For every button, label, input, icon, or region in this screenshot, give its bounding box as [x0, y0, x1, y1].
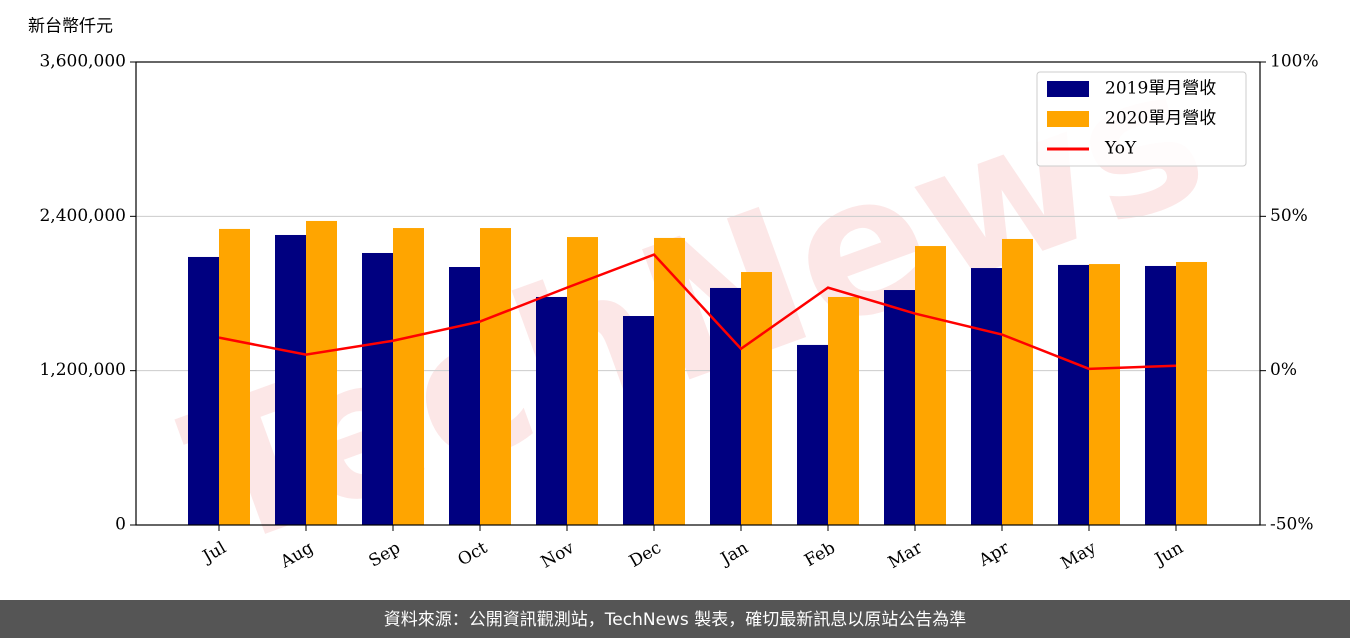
x-tick-label: Feb — [801, 538, 839, 571]
bar — [828, 296, 859, 525]
bar — [971, 268, 1002, 525]
bar — [362, 252, 393, 526]
legend-label: 2019單月營收 — [1105, 79, 1216, 99]
bar — [654, 237, 685, 525]
x-tick-label: Jun — [1150, 538, 1187, 571]
y-tick-label: 1,200,000 — [39, 360, 126, 380]
bar — [449, 267, 480, 525]
x-tick-label: Mar — [885, 537, 927, 573]
bar — [1145, 265, 1176, 525]
legend-box — [1036, 71, 1247, 167]
y-axis-label: 新台幣仟元 — [28, 17, 113, 37]
x-tick-label: Nov — [538, 538, 578, 573]
bar — [797, 344, 828, 525]
bar — [219, 228, 250, 525]
legend-label: 2020單月營收 — [1105, 109, 1216, 129]
footer: 資料來源：公開資訊觀測站，TechNews 製表，確切最新訊息以原站公告為準 — [384, 610, 966, 630]
plot-frame — [135, 61, 1261, 526]
x-tick-label: Oct — [455, 538, 491, 571]
y2-tick-label: 50% — [1270, 206, 1308, 226]
x-tick-label: Dec — [626, 538, 665, 572]
bar — [275, 234, 306, 526]
yoy-line — [218, 253, 1177, 371]
bar — [623, 316, 654, 525]
bar — [1002, 238, 1033, 526]
y-tick-label: 2,400,000 — [39, 206, 126, 226]
legend-swatch — [1047, 81, 1089, 97]
legend-swatch — [1047, 111, 1089, 127]
x-tick-label: Apr — [975, 537, 1014, 571]
bar — [188, 256, 219, 525]
y-tick-label: 3,600,000 — [39, 52, 126, 72]
bar — [741, 272, 772, 525]
bar — [306, 220, 337, 526]
bar — [1058, 264, 1089, 525]
footer-bar — [0, 600, 1350, 638]
bar — [1176, 261, 1207, 525]
bar — [710, 287, 741, 525]
legend-label: YoY — [1104, 139, 1137, 159]
bar — [480, 228, 511, 526]
y2-tick-label: 0% — [1270, 360, 1297, 380]
y2-tick-label: 100% — [1270, 52, 1319, 72]
bar — [536, 296, 567, 525]
bar — [393, 228, 424, 526]
bar — [884, 290, 915, 525]
y-tick-label: 0 — [115, 515, 126, 535]
bar — [567, 237, 598, 525]
y2-tick-label: -50% — [1270, 515, 1314, 535]
x-tick-label: Jan — [716, 538, 752, 570]
bar — [1089, 264, 1120, 525]
x-tick-label: May — [1058, 538, 1101, 574]
bar — [915, 246, 946, 526]
